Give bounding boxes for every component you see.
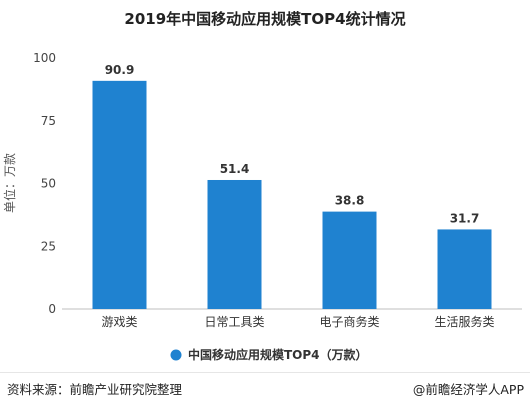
x-tick-label: 日常工具类	[204, 315, 264, 329]
bar	[322, 211, 377, 309]
data-label: 31.7	[450, 211, 480, 225]
chart-title: 2019年中国移动应用规模TOP4统计情况	[124, 10, 405, 28]
source-note: 资料来源：前瞻产业研究院整理	[7, 382, 183, 397]
y-tick-label: 25	[41, 239, 56, 253]
legend-swatch	[170, 349, 182, 361]
y-tick-label: 100	[33, 51, 56, 65]
data-label: 38.8	[335, 194, 365, 208]
y-tick-label: 0	[48, 302, 56, 316]
x-tick-label: 游戏类	[101, 315, 137, 329]
bar	[437, 229, 492, 309]
x-tick-label: 电子商务类	[319, 314, 379, 329]
x-tick-label: 生活服务类	[434, 314, 494, 329]
bar-chart: 2019年中国移动应用规模TOP4统计情况 单位：万款 0 25 50 75 100 9…	[2, 10, 522, 362]
data-label: 51.4	[220, 162, 250, 176]
data-label: 90.9	[105, 63, 135, 77]
bar	[207, 179, 262, 309]
legend-label: 中国移动应用规模TOP4（万款）	[188, 347, 368, 362]
y-axis-label: 单位：万款	[2, 153, 17, 213]
footer: 资料来源：前瞻产业研究院整理 @前瞻经济学人APP	[0, 372, 530, 409]
y-tick-label: 75	[41, 114, 56, 128]
bar	[92, 80, 147, 309]
brand-credit: @前瞻经济学人APP	[412, 382, 524, 397]
y-tick-label: 50	[41, 177, 56, 191]
